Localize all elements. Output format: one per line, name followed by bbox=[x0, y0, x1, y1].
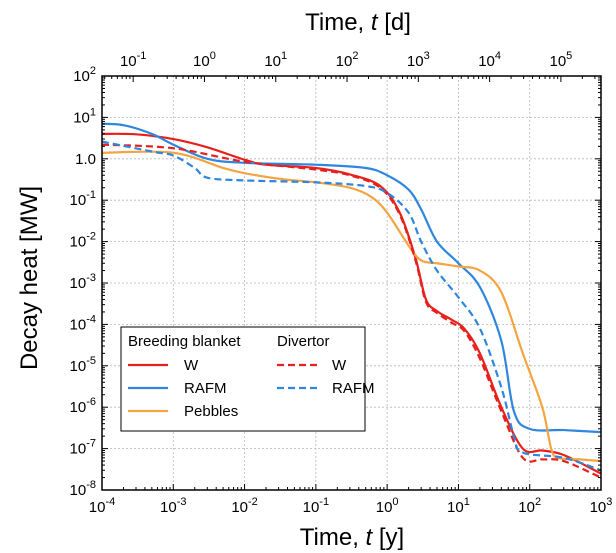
x-tick-label: 102 bbox=[518, 496, 541, 516]
series-line-breeding-blanket-pebbles bbox=[102, 150, 601, 463]
legend: Breeding blanket Divertor WRAFMPebblesWR… bbox=[120, 326, 375, 432]
y-tick-label: 10-6 bbox=[70, 396, 96, 416]
series-layer bbox=[102, 122, 601, 479]
tick-labels: 10-4 10-3 10-2 10-1 100 101 102 103 10-1 100 101 10… bbox=[70, 50, 613, 516]
x-tick-label: 101 bbox=[447, 496, 470, 516]
ticks bbox=[101, 75, 602, 491]
series-line-breeding-blanket-w bbox=[102, 132, 601, 475]
legend-label-blanket: Pebbles bbox=[184, 403, 238, 420]
y-axis-title: Decay heat [MW] bbox=[16, 186, 43, 370]
x2-tick-label: 102 bbox=[336, 50, 359, 70]
x2-tick-label: 100 bbox=[193, 50, 216, 70]
legend-box bbox=[120, 326, 366, 432]
legend-title-divertor: Divertor bbox=[277, 333, 330, 350]
x-tick-label: 100 bbox=[376, 496, 399, 516]
x-tick-label: 10-1 bbox=[303, 496, 329, 516]
bottom-axis-title: Time, t [y] bbox=[300, 524, 404, 551]
series-line-divertor-rafm bbox=[102, 140, 601, 472]
y-tick-label: 10-1 bbox=[70, 189, 96, 209]
x2-tick-label: 10-1 bbox=[120, 50, 146, 70]
series-line-divertor-w bbox=[102, 143, 601, 479]
y-tick-label: 10-4 bbox=[70, 313, 96, 333]
legend-label-divertor: RAFM bbox=[332, 380, 375, 397]
y-tick-label: 10-5 bbox=[70, 355, 96, 375]
y-tick-label: 10-2 bbox=[70, 231, 96, 251]
x2-tick-label: 105 bbox=[549, 50, 572, 70]
x-tick-label: 10-3 bbox=[160, 496, 186, 516]
x2-tick-label: 103 bbox=[407, 50, 430, 70]
x-tick-label: 10-2 bbox=[231, 496, 257, 516]
top-axis-title: Time, t [d] bbox=[305, 9, 411, 36]
legend-label-blanket: W bbox=[184, 357, 199, 374]
y-tick-label: 10-8 bbox=[70, 479, 96, 499]
x-tick-label: 10-4 bbox=[89, 496, 115, 516]
series-line-breeding-blanket-rafm bbox=[102, 122, 601, 434]
y-tick-label: 10-7 bbox=[70, 438, 96, 458]
x2-tick-label: 101 bbox=[264, 50, 287, 70]
x-tick-label: 103 bbox=[590, 496, 613, 516]
legend-title-breeding-blanket: Breeding blanket bbox=[128, 333, 241, 350]
y-tick-label: 101 bbox=[73, 106, 96, 126]
legend-label-divertor: W bbox=[332, 357, 347, 374]
y-tick-label: 1.0 bbox=[75, 151, 96, 168]
y-tick-label: 102 bbox=[73, 65, 96, 85]
y-tick-label: 10-3 bbox=[70, 272, 96, 292]
x2-tick-label: 104 bbox=[478, 50, 501, 70]
legend-label-blanket: RAFM bbox=[184, 380, 227, 397]
